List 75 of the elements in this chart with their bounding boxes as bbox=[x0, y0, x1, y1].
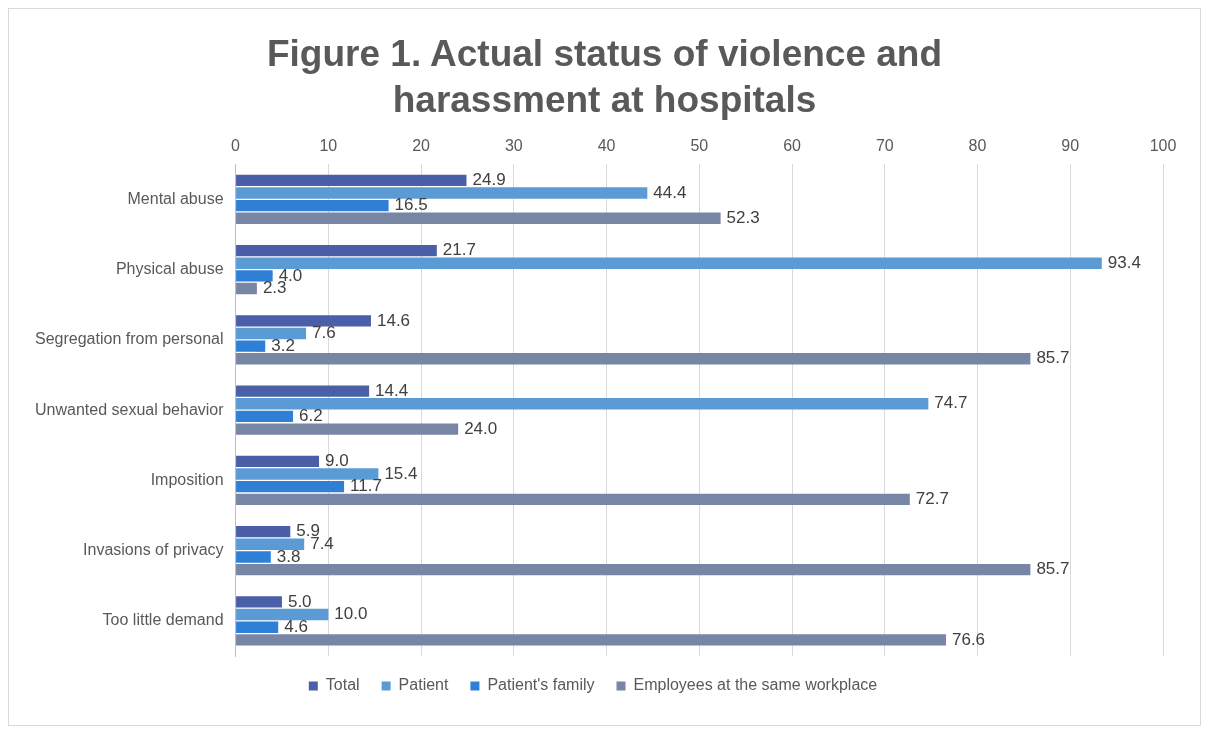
data-label: 76.6 bbox=[951, 629, 986, 649]
data-label: 4.6 bbox=[284, 616, 308, 636]
data-label: 85.7 bbox=[1036, 559, 1070, 579]
chart-title: Figure 1. Actual status of violence and harassment at hospitals bbox=[265, 32, 944, 122]
y-tick-label: Unwanted sexual behavior bbox=[35, 400, 225, 418]
bar bbox=[236, 563, 1031, 576]
bar bbox=[236, 244, 437, 257]
bar bbox=[236, 327, 307, 340]
data-label: 3.2 bbox=[271, 335, 295, 355]
bar bbox=[236, 423, 459, 435]
data-label: 74.7 bbox=[934, 393, 968, 413]
y-tick-label: Invasions of privacy bbox=[83, 541, 224, 559]
bar bbox=[236, 468, 379, 480]
x-tick-label: 40 bbox=[597, 137, 616, 155]
bar bbox=[236, 621, 279, 633]
y-tick-label: Segregation from personal bbox=[35, 330, 224, 348]
x-tick-label: 90 bbox=[1061, 137, 1080, 155]
data-label: 9.0 bbox=[325, 451, 349, 471]
data-label: 85.7 bbox=[1036, 348, 1070, 368]
x-tick-label: 80 bbox=[968, 137, 987, 155]
data-label: 5.0 bbox=[287, 591, 312, 611]
x-tick-label: 100 bbox=[1149, 137, 1177, 155]
legend-label: Patient bbox=[398, 676, 449, 694]
bar bbox=[236, 493, 910, 506]
data-label: 11.7 bbox=[350, 476, 382, 496]
data-label: 93.4 bbox=[1107, 252, 1141, 272]
bar bbox=[236, 634, 946, 646]
y-tick-label: Imposition bbox=[150, 470, 224, 488]
bar bbox=[236, 608, 329, 621]
data-label: 15.4 bbox=[384, 463, 418, 483]
bar bbox=[236, 315, 371, 327]
x-tick-label: 0 bbox=[231, 137, 241, 155]
data-label: 21.7 bbox=[442, 240, 476, 260]
bar bbox=[236, 340, 266, 352]
bar bbox=[236, 455, 320, 468]
bar bbox=[236, 410, 294, 423]
bar bbox=[236, 538, 305, 550]
data-label: 52.3 bbox=[726, 207, 760, 227]
data-label: 24.0 bbox=[464, 418, 498, 438]
x-tick-label: 30 bbox=[504, 137, 523, 155]
data-label: 72.7 bbox=[915, 489, 949, 509]
bar bbox=[236, 385, 370, 397]
data-label: 14.6 bbox=[376, 310, 411, 330]
x-tick-label: 20 bbox=[412, 137, 431, 155]
data-label: 24.9 bbox=[472, 170, 506, 190]
bar bbox=[236, 257, 1102, 269]
bar bbox=[236, 212, 721, 224]
legend-label: Employees at the same workplace bbox=[633, 676, 878, 694]
x-tick-label: 70 bbox=[875, 137, 894, 155]
data-label: 14.4 bbox=[375, 380, 409, 400]
x-tick-label: 50 bbox=[690, 137, 709, 155]
bar bbox=[236, 596, 282, 608]
data-label: 44.4 bbox=[653, 182, 687, 202]
y-tick-label: Too little demand bbox=[102, 611, 224, 629]
legend-label: Patient's family bbox=[487, 676, 595, 694]
x-tick-label: 60 bbox=[783, 137, 802, 155]
data-label: 16.5 bbox=[394, 195, 428, 215]
bar bbox=[236, 187, 648, 199]
bar bbox=[236, 353, 1031, 365]
bar bbox=[236, 282, 257, 295]
data-label: 10.0 bbox=[334, 604, 368, 624]
bar bbox=[236, 480, 345, 493]
bar bbox=[236, 174, 467, 187]
y-tick-label: Physical abuse bbox=[115, 259, 224, 277]
x-tick-label: 10 bbox=[319, 137, 338, 155]
data-label: 3.8 bbox=[276, 546, 301, 566]
bar bbox=[236, 398, 929, 410]
bar bbox=[236, 199, 389, 212]
bar bbox=[236, 551, 271, 563]
bar bbox=[236, 525, 291, 538]
bar bbox=[236, 270, 273, 282]
y-tick-label: Mental abuse bbox=[127, 189, 224, 207]
data-label: 6.2 bbox=[299, 406, 323, 426]
legend-label: Total bbox=[325, 676, 360, 694]
data-label: 7.6 bbox=[312, 323, 336, 343]
